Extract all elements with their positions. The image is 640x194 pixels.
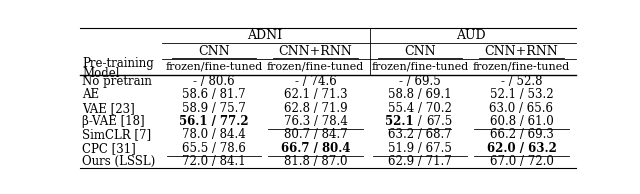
Text: VAE [23]: VAE [23] xyxy=(83,102,135,115)
Text: 67.0 / 72.0: 67.0 / 72.0 xyxy=(490,155,554,168)
Text: CNN: CNN xyxy=(404,45,436,58)
Text: 58.8 / 69.1: 58.8 / 69.1 xyxy=(388,88,452,101)
Text: β-VAE [18]: β-VAE [18] xyxy=(83,115,145,128)
Text: 63.2 / 68.7: 63.2 / 68.7 xyxy=(388,128,452,141)
Text: - / 74.6: - / 74.6 xyxy=(295,75,337,88)
Text: 51.9 / 67.5: 51.9 / 67.5 xyxy=(388,142,452,155)
Text: 66.2 / 69.3: 66.2 / 69.3 xyxy=(490,128,554,141)
Text: frozen/fine-tuned: frozen/fine-tuned xyxy=(165,62,262,72)
Text: 65.5 / 78.6: 65.5 / 78.6 xyxy=(182,142,246,155)
Text: - / 52.8: - / 52.8 xyxy=(500,75,542,88)
Text: 55.4 / 70.2: 55.4 / 70.2 xyxy=(388,102,452,115)
Text: 52.1 / 53.2: 52.1 / 53.2 xyxy=(490,88,553,101)
Text: Ours (LSSL): Ours (LSSL) xyxy=(83,155,156,168)
Text: 58.6 / 81.7: 58.6 / 81.7 xyxy=(182,88,246,101)
Text: 62.1 / 71.3: 62.1 / 71.3 xyxy=(284,88,348,101)
Text: AE: AE xyxy=(83,88,100,101)
Text: ADNI: ADNI xyxy=(247,29,282,42)
Text: Model: Model xyxy=(83,67,120,80)
Text: 63.0 / 65.6: 63.0 / 65.6 xyxy=(490,102,554,115)
Text: 60.8 / 61.0: 60.8 / 61.0 xyxy=(490,115,554,128)
Text: CNN+RNN: CNN+RNN xyxy=(279,45,353,58)
Text: 66.7 / 80.4: 66.7 / 80.4 xyxy=(281,142,350,155)
Text: 76.3 / 78.4: 76.3 / 78.4 xyxy=(284,115,348,128)
Text: 72.0 / 84.1: 72.0 / 84.1 xyxy=(182,155,246,168)
Text: CPC [31]: CPC [31] xyxy=(83,142,136,155)
Text: - / 80.6: - / 80.6 xyxy=(193,75,235,88)
Text: Pre-training: Pre-training xyxy=(83,57,154,70)
Text: No pretrain: No pretrain xyxy=(83,75,152,88)
Text: CNN+RNN: CNN+RNN xyxy=(484,45,558,58)
Text: 62.0 / 63.2: 62.0 / 63.2 xyxy=(486,142,556,155)
Text: CNN: CNN xyxy=(198,45,230,58)
Text: /: / xyxy=(414,115,426,128)
Text: 62.8 / 71.9: 62.8 / 71.9 xyxy=(284,102,348,115)
Text: SimCLR [7]: SimCLR [7] xyxy=(83,128,152,141)
Text: AUD: AUD xyxy=(456,29,485,42)
Text: frozen/fine-tuned: frozen/fine-tuned xyxy=(371,62,468,72)
Text: 81.8 / 87.0: 81.8 / 87.0 xyxy=(284,155,348,168)
Text: 56.1 / 77.2: 56.1 / 77.2 xyxy=(179,115,249,128)
Text: - / 69.5: - / 69.5 xyxy=(399,75,440,88)
Text: 78.0 / 84.4: 78.0 / 84.4 xyxy=(182,128,246,141)
Text: 80.7 / 84.7: 80.7 / 84.7 xyxy=(284,128,348,141)
Text: 58.9 / 75.7: 58.9 / 75.7 xyxy=(182,102,246,115)
Text: frozen/fine-tuned: frozen/fine-tuned xyxy=(473,62,570,72)
Text: frozen/fine-tuned: frozen/fine-tuned xyxy=(267,62,364,72)
Text: 67.5: 67.5 xyxy=(427,115,453,128)
Text: 62.9 / 71.7: 62.9 / 71.7 xyxy=(388,155,452,168)
Text: 52.1: 52.1 xyxy=(385,115,414,128)
